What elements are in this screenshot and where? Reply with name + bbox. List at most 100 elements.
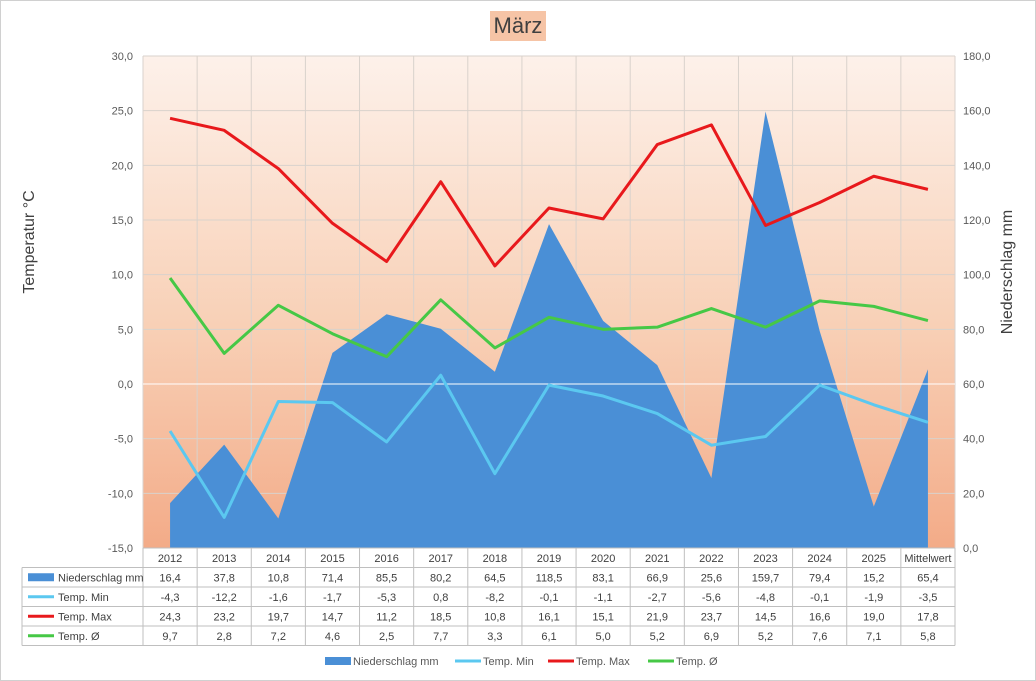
legend-entry: Niederschlag mm — [353, 656, 439, 668]
category-label: 2023 — [753, 553, 777, 565]
category-label: 2012 — [158, 553, 182, 565]
table-cell-value: 6,1 — [541, 631, 556, 643]
y-left-tick-label: 5,0 — [118, 324, 133, 336]
table-cell-value: -5,3 — [377, 592, 396, 604]
table-cell-value: -0,1 — [540, 592, 559, 604]
table-cell-value: 71,4 — [322, 572, 343, 584]
category-label: 2013 — [212, 553, 236, 565]
y-left-tick-label: 25,0 — [112, 106, 133, 118]
table-cell-value: -4,3 — [161, 592, 180, 604]
table-cell-value: 7,1 — [866, 631, 881, 643]
y-left-tick-label: -10,0 — [108, 488, 133, 500]
table-cell-value: 83,1 — [592, 572, 613, 584]
legend-key — [325, 657, 351, 665]
table-cell-value: 85,5 — [376, 572, 397, 584]
table-cell-value: -1,1 — [594, 592, 613, 604]
table-cell-value: 15,1 — [592, 611, 613, 623]
category-label: 2021 — [645, 553, 669, 565]
category-label: 2025 — [862, 553, 886, 565]
category-label: 2018 — [483, 553, 507, 565]
table-cell-value: 37,8 — [213, 572, 234, 584]
table-series-name: Niederschlag mm — [58, 572, 144, 584]
y-right-tick-label: 0,0 — [963, 543, 978, 555]
category-label: 2024 — [807, 553, 831, 565]
category-label: 2014 — [266, 553, 290, 565]
table-cell-value: 0,8 — [433, 592, 448, 604]
y-left-tick-label: 0,0 — [118, 379, 133, 391]
category-label: 2022 — [699, 553, 723, 565]
table-cell-value: 16,4 — [159, 572, 180, 584]
table-cell-value: 18,5 — [430, 611, 451, 623]
y-right-tick-label: 80,0 — [963, 324, 984, 336]
y-left-tick-label: 30,0 — [112, 51, 133, 63]
table-cell-value: 2,5 — [379, 631, 394, 643]
table-cell-value: -3,5 — [918, 592, 937, 604]
table-cell-value: 2,8 — [217, 631, 232, 643]
category-label: 2020 — [591, 553, 615, 565]
y-left-axis-title: Temperatur °C — [21, 190, 38, 293]
table-cell-value: -8,2 — [485, 592, 504, 604]
table-cell-value: 79,4 — [809, 572, 830, 584]
series-line-1 — [169, 116, 929, 268]
table-cell-value: 7,7 — [433, 631, 448, 643]
table-series-name: Temp. Max — [58, 611, 112, 623]
table-cell-value: 14,5 — [755, 611, 776, 623]
table-cell-value: 16,6 — [809, 611, 830, 623]
table-cell-value: 64,5 — [484, 572, 505, 584]
legend-entry: Temp. Min — [483, 656, 534, 668]
table-series-name: Temp. Min — [58, 592, 109, 604]
table-cell-value: 16,1 — [538, 611, 559, 623]
table-cell-value: 80,2 — [430, 572, 451, 584]
table-cell-value: 159,7 — [752, 572, 780, 584]
y-right-tick-label: 160,0 — [963, 106, 991, 118]
table-cell-value: 7,6 — [812, 631, 827, 643]
table-cell-value: 11,2 — [376, 611, 397, 623]
table-cell-value: -2,7 — [648, 592, 667, 604]
chart-title: März — [490, 11, 546, 41]
table-cell-value: 6,9 — [704, 631, 719, 643]
table-cell-value: -1,7 — [323, 592, 342, 604]
table-cell-value: 7,2 — [271, 631, 286, 643]
y-right-tick-label: 20,0 — [963, 488, 984, 500]
table-cell-value: 5,8 — [920, 631, 935, 643]
table-cell-value: -4,8 — [756, 592, 775, 604]
legend-entry: Temp. Max — [576, 656, 630, 668]
y-right-tick-label: 120,0 — [963, 215, 991, 227]
y-left-tick-label: 15,0 — [112, 215, 133, 227]
table-cell-value: 19,0 — [863, 611, 884, 623]
table-cell-value: -12,2 — [212, 592, 237, 604]
table-cell-value: 10,8 — [268, 572, 289, 584]
table-cell-value: 5,2 — [650, 631, 665, 643]
y-right-tick-label: 180,0 — [963, 51, 991, 63]
category-label: 2015 — [320, 553, 344, 565]
category-label: 2016 — [374, 553, 398, 565]
table-cell-value: -1,9 — [864, 592, 883, 604]
y-right-tick-label: 140,0 — [963, 160, 991, 172]
table-cell-value: 5,0 — [595, 631, 610, 643]
y-left-tick-label: -15,0 — [108, 543, 133, 555]
table-cell-value: 65,4 — [917, 572, 938, 584]
table-cell-value: 10,8 — [484, 611, 505, 623]
table-cell-value: 3,3 — [487, 631, 502, 643]
table-cell-value: 15,2 — [863, 572, 884, 584]
y-left-tick-label: 20,0 — [112, 160, 133, 172]
table-cell-value: 25,6 — [701, 572, 722, 584]
table-cell-value: -0,1 — [810, 592, 829, 604]
table-cell-value: 118,5 — [536, 572, 563, 584]
series-area-niederschlag — [170, 111, 928, 548]
table-series-name: Temp. Ø — [58, 631, 100, 643]
table-cell-value: 66,9 — [647, 572, 668, 584]
category-label: 2017 — [428, 553, 452, 565]
table-cell-value: 5,2 — [758, 631, 773, 643]
table-cell-value: 24,3 — [159, 611, 180, 623]
y-left-tick-label: -5,0 — [114, 434, 133, 446]
y-right-tick-label: 40,0 — [963, 434, 984, 446]
table-cell-value: 23,7 — [701, 611, 722, 623]
table-cell-value: 21,9 — [647, 611, 668, 623]
table-cell-value: -1,6 — [269, 592, 288, 604]
table-cell-value: -5,6 — [702, 592, 721, 604]
category-label: 2019 — [537, 553, 561, 565]
table-cell-value: 9,7 — [162, 631, 177, 643]
y-right-tick-label: 60,0 — [963, 379, 984, 391]
